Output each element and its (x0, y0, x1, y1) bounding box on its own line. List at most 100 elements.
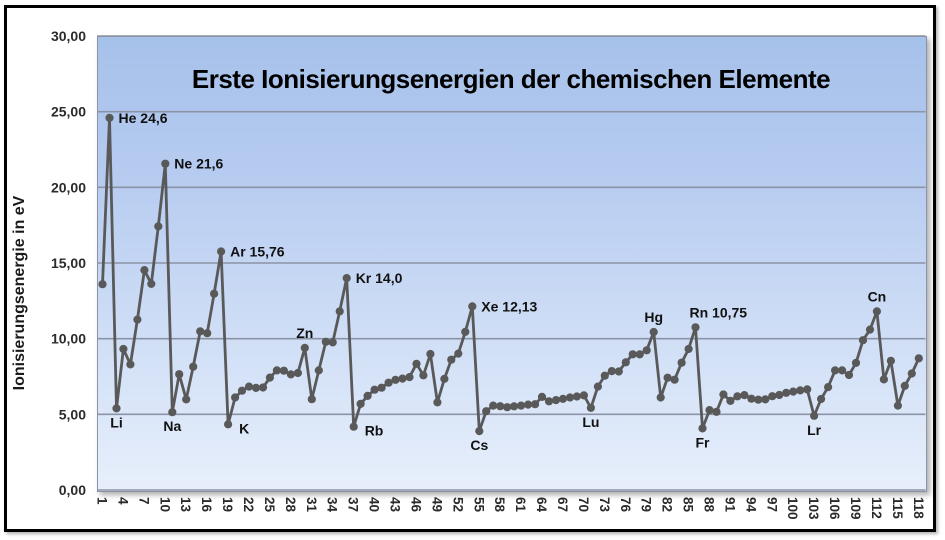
data-point-Fr (698, 424, 707, 433)
data-point-Ca (231, 393, 240, 402)
data-point-W (607, 367, 616, 376)
data-point-At (684, 344, 693, 354)
y-axis-title: Ionisierungsenergie in eV (11, 195, 28, 390)
x-tick-label: 115 (890, 497, 905, 519)
data-point-Np (740, 391, 749, 400)
data-point-Zr (370, 385, 379, 394)
data-point-Er (565, 393, 575, 402)
x-tick-label: 100 (785, 497, 800, 520)
data-point-Ni (286, 370, 295, 379)
x-tick-label: 64 (534, 497, 549, 513)
data-point-Sb (447, 355, 456, 364)
data-point-Cs (475, 427, 484, 436)
data-point-Pt (635, 350, 644, 359)
data-point-Yb (579, 391, 589, 400)
data-point-I (461, 327, 470, 336)
annotation-Lu: Lu (582, 414, 599, 430)
data-point-Se (328, 338, 337, 347)
annotation-Ne: Ne 21,6 (174, 156, 223, 172)
data-point-Zn (300, 343, 309, 352)
data-point-Mn (265, 373, 274, 382)
data-point-Os (621, 358, 630, 367)
annotation-K: K (239, 420, 249, 436)
annotation-Zn: Zn (296, 325, 313, 341)
data-point-Lu (586, 403, 596, 412)
annotation-Rb: Rb (365, 423, 384, 439)
x-tick-label: 58 (492, 497, 507, 513)
data-point-Db (824, 383, 833, 392)
annotations: He 24,6 Li Ne 21,6 Na Ar 15,76 K Zn Kr 14,0 Rb Xe… (110, 110, 886, 453)
x-tick-label: 1 (95, 497, 110, 505)
data-series (98, 113, 923, 436)
x-tick-label: 91 (722, 497, 737, 513)
data-point-Sm (524, 400, 533, 409)
data-point-Bi (670, 375, 679, 384)
data-point-Bk (768, 392, 777, 401)
x-tick-label: 97 (764, 497, 779, 512)
x-tick-label: 79 (639, 497, 654, 512)
data-point-Fl (886, 356, 896, 365)
data-point-S (203, 329, 212, 338)
data-point-Mo (384, 378, 393, 387)
data-point-Po (677, 358, 686, 367)
data-point-N (140, 266, 149, 275)
data-point-Sc (237, 386, 247, 395)
data-point-O (147, 279, 156, 288)
x-tick-label: 55 (471, 497, 486, 513)
data-point-Tl (656, 393, 665, 402)
x-tick-label: 82 (660, 497, 675, 512)
x-tick-label: 103 (806, 497, 821, 520)
data-point-Fm (789, 387, 798, 396)
data-point-Cn (872, 307, 882, 316)
y-tick-label: 10,00 (51, 331, 86, 347)
x-tick-label: 16 (199, 497, 214, 513)
data-point-Tb (544, 397, 554, 406)
data-point-Ta (600, 371, 609, 380)
y-tick-label: 0,00 (59, 482, 86, 498)
x-tick-label: 10 (157, 497, 172, 512)
data-point-Sn (440, 374, 449, 383)
x-tick-label: 34 (325, 497, 340, 513)
data-point-Cr (258, 383, 268, 392)
data-point-Sr (356, 399, 365, 408)
data-point-Hs (844, 370, 854, 380)
data-point-Ar (217, 247, 226, 256)
data-point-Ho (558, 394, 568, 403)
data-point-Kr (342, 274, 351, 283)
x-tick-label: 73 (597, 497, 612, 513)
data-point-Pb (663, 373, 672, 382)
data-point-Pd (412, 359, 421, 368)
data-point-Ga (307, 395, 316, 404)
x-tick-label: 13 (178, 497, 193, 513)
data-point-Ba (482, 407, 491, 416)
data-point-Ru (398, 374, 407, 383)
data-point-C (133, 315, 142, 324)
data-point-Tm (572, 392, 582, 401)
data-point-Ra (705, 406, 714, 415)
x-tick-label: 52 (450, 497, 465, 512)
data-point-Xe (468, 302, 477, 311)
x-tick-label: 25 (262, 497, 277, 513)
x-tick-label: 37 (346, 497, 361, 512)
data-point-Cm (761, 395, 770, 404)
x-tick-label: 88 (702, 497, 717, 513)
annotation-Rn: Rn 10,75 (690, 304, 748, 320)
y-tick-label: 30,00 (51, 28, 86, 44)
data-point-V (251, 383, 261, 392)
x-tick-label: 4 (115, 497, 130, 505)
x-tick-label: 118 (911, 497, 926, 519)
data-point-Li (112, 404, 121, 413)
annotation-Kr: Kr 14,0 (356, 270, 403, 286)
data-point-Cu (293, 368, 302, 378)
x-tick-label: 76 (618, 497, 633, 513)
data-point-Ge (314, 366, 323, 375)
data-point-Nd (509, 402, 519, 411)
annotation-Cs: Cs (470, 437, 488, 453)
data-point-Na (168, 408, 177, 417)
annotation-Cn: Cn (868, 288, 887, 304)
data-point-Tc (391, 375, 400, 384)
annotation-Li: Li (110, 414, 122, 430)
series-line (101, 116, 921, 433)
data-point-Lv (900, 381, 909, 390)
